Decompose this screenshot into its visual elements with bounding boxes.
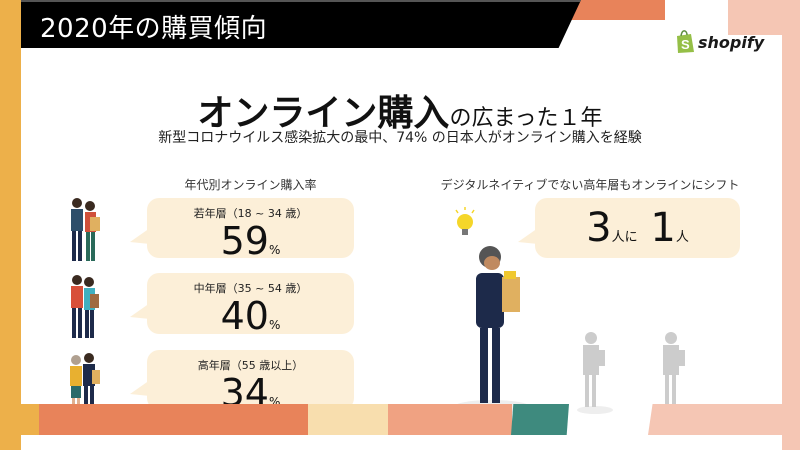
group-value: 59% bbox=[220, 219, 281, 263]
young-couple-illustration bbox=[71, 198, 100, 261]
headline-main: オンライン購入 bbox=[197, 93, 450, 134]
group-label: 中年層（35 ~ 54 歳） bbox=[193, 282, 308, 295]
bottom-stripe bbox=[388, 404, 512, 435]
shopify-logo: S shopify bbox=[675, 30, 764, 54]
left-color-bar bbox=[0, 0, 21, 450]
group-label: 高年層（55 歳以上） bbox=[197, 359, 304, 372]
headline-rest: の広まった１年 bbox=[449, 106, 603, 131]
gray-person-icon bbox=[657, 332, 693, 414]
bottom-stripe bbox=[21, 404, 40, 435]
logo-text: shopify bbox=[698, 32, 765, 52]
group-value: 40% bbox=[220, 294, 281, 338]
right-color-bar bbox=[782, 0, 800, 450]
ratio-bubble: 3人に 1人 bbox=[518, 198, 740, 258]
bottom-stripe bbox=[39, 404, 309, 435]
group-label: 若年層（18 ~ 34 歳） bbox=[193, 207, 308, 220]
svg-text:S: S bbox=[681, 37, 690, 52]
ratio-text: 3人に 1人 bbox=[586, 205, 689, 251]
gray-person-icon bbox=[577, 332, 613, 414]
bottom-stripe bbox=[308, 404, 388, 435]
shopping-bag-icon: S bbox=[677, 30, 694, 53]
top-orange-block bbox=[560, 0, 665, 20]
stat-bubble-senior: 高年層（55 歳以上） 34% bbox=[130, 350, 354, 413]
stat-bubble-middle: 中年層（35 ~ 54 歳） 40% bbox=[130, 273, 354, 336]
subheadline: 新型コロナウイルス感染拡大の最中、74% の日本人がオンライン購入を経験 bbox=[158, 130, 642, 146]
banner-title: 2020年の購買傾向 bbox=[40, 14, 268, 44]
title-banner bbox=[21, 0, 581, 48]
bottom-stripe bbox=[511, 404, 569, 435]
senior-couple-illustration bbox=[70, 353, 100, 416]
stat-bubble-young: 若年層（18 ~ 34 歳） 59% bbox=[130, 198, 354, 261]
right-heading: デジタルネイティブでない高年層もオンラインにシフト bbox=[440, 178, 740, 192]
middle-couple-illustration bbox=[71, 275, 99, 338]
bottom-stripe bbox=[648, 404, 800, 435]
top-right-color-block bbox=[728, 0, 782, 35]
headline: オンライン購入の広まった１年 bbox=[0, 84, 800, 136]
left-heading: 年代別オンライン購入率 bbox=[184, 178, 317, 192]
lightbulb-icon bbox=[455, 207, 475, 235]
senior-shopper-illustration bbox=[454, 207, 530, 414]
